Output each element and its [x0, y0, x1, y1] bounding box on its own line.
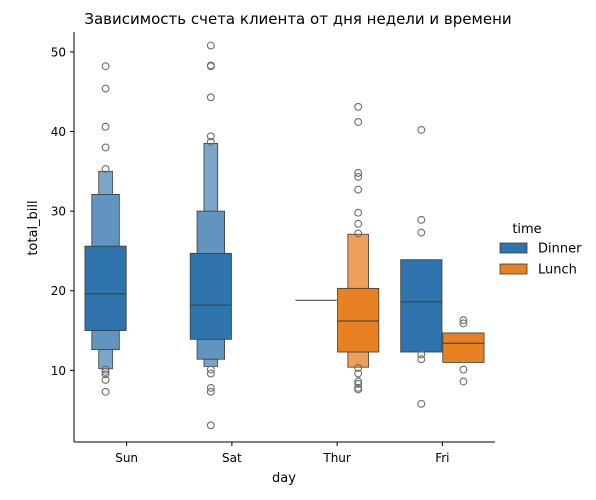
outlier-point — [101, 387, 110, 396]
boxen-level-box — [442, 332, 485, 363]
outlier-point — [206, 387, 215, 396]
outlier-point — [101, 375, 110, 384]
outlier-point — [101, 164, 110, 173]
legend-swatch-lunch — [499, 263, 528, 275]
boxen-level-box — [400, 259, 443, 353]
y-tick-label: 30 — [51, 205, 66, 219]
legend-label-lunch: Lunch — [538, 263, 577, 278]
outlier-point — [354, 219, 363, 228]
x-axis: Sun Sat Thur Fri — [115, 442, 450, 465]
outlier-point — [417, 125, 426, 134]
outlier-point — [101, 143, 110, 152]
y-tick-label: 10 — [51, 364, 66, 378]
outlier-point — [417, 228, 426, 237]
outlier-point — [206, 383, 215, 392]
outlier-point — [354, 385, 363, 394]
boxen-level-box — [189, 252, 232, 340]
outlier-point — [101, 370, 110, 379]
outlier-point — [206, 93, 215, 102]
outlier-point — [354, 102, 363, 111]
x-tick-label: Fri — [435, 451, 449, 465]
boxen-group-dinner-sat — [189, 41, 232, 430]
legend-swatch-dinner — [499, 242, 528, 254]
outlier-point — [206, 41, 215, 50]
outlier-point — [206, 62, 215, 71]
y-tick-label: 20 — [51, 284, 66, 298]
outlier-point — [459, 316, 468, 325]
x-axis-label: day — [272, 471, 296, 486]
legend-label-dinner: Dinner — [538, 242, 582, 257]
boxen-group-dinner-fri — [400, 125, 443, 408]
outlier-point — [206, 369, 215, 378]
y-axis-label: total_bill — [26, 200, 41, 255]
outlier-point — [354, 369, 363, 378]
outlier-point — [101, 62, 110, 71]
outlier-point — [354, 229, 363, 238]
outlier-point — [354, 118, 363, 126]
outlier-point — [354, 379, 363, 388]
boxen-level-box — [84, 245, 127, 331]
outlier-point — [459, 365, 468, 374]
outlier-point — [417, 355, 426, 364]
boxen-group-lunch-thur — [337, 102, 380, 394]
outlier-point — [354, 364, 363, 372]
outlier-point — [206, 365, 215, 374]
outlier-point — [354, 172, 363, 181]
outlier-point — [101, 367, 110, 376]
x-tick-label: Sat — [222, 451, 242, 465]
plot-area — [84, 41, 485, 430]
y-tick-label: 50 — [51, 45, 66, 59]
outlier-point — [206, 421, 215, 430]
outlier-point — [417, 215, 426, 224]
legend-title: time — [512, 222, 541, 237]
outlier-point — [354, 208, 363, 217]
outlier-point — [101, 84, 110, 93]
outlier-point — [354, 168, 363, 177]
x-tick-label: Sun — [115, 451, 138, 465]
boxen-level-box — [337, 287, 380, 353]
y-tick-label: 40 — [51, 125, 66, 139]
outlier-point — [417, 350, 426, 359]
boxen-group-dinner-sun — [84, 62, 127, 396]
x-tick-label: Thur — [322, 451, 351, 465]
outlier-point — [206, 132, 215, 141]
outlier-point — [101, 365, 110, 374]
boxen-group-lunch-fri — [442, 316, 485, 386]
outlier-point — [417, 399, 426, 408]
outlier-point — [459, 377, 468, 386]
outlier-point — [459, 319, 468, 328]
outlier-point — [354, 185, 363, 194]
legend: time Dinner Lunch — [499, 222, 582, 278]
y-axis: 10 20 30 40 50 — [51, 45, 74, 378]
outlier-point — [101, 122, 110, 131]
chart-title: Зависимость счета клиента от дня недели … — [84, 10, 511, 28]
outlier-point — [206, 137, 215, 146]
